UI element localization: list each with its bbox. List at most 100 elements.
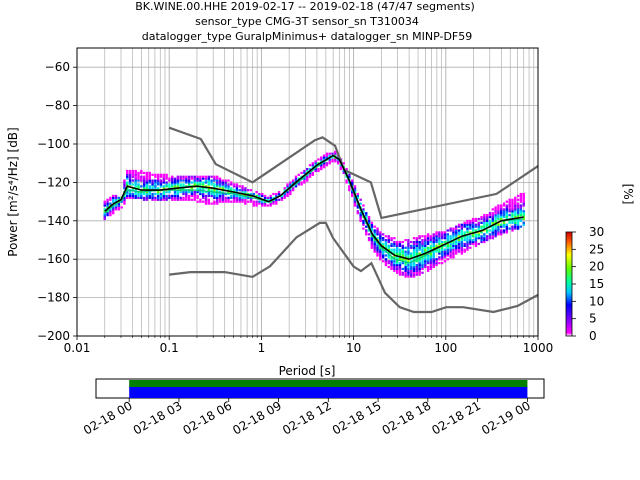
heatmap-cell — [421, 262, 424, 265]
heatmap-cell — [148, 196, 151, 199]
heatmap-cell — [322, 166, 326, 169]
colorbar-tick-label: 5 — [589, 312, 597, 326]
heatmap-cell — [224, 200, 227, 203]
heatmap-cell — [432, 246, 435, 249]
heatmap-cell — [446, 258, 449, 261]
heatmap-cell — [176, 175, 180, 178]
heatmap-cell — [350, 192, 354, 196]
heatmap-cell — [519, 204, 523, 207]
heatmap-cell — [395, 252, 399, 255]
heatmap-cell — [505, 231, 509, 234]
heatmap-cell — [471, 223, 475, 226]
heatmap-cell — [350, 179, 354, 182]
heatmap-cell — [432, 265, 435, 269]
heatmap-cell — [359, 214, 362, 217]
heatmap-cell — [258, 192, 261, 196]
heatmap-cell — [449, 239, 452, 242]
heatmap-cell — [199, 200, 202, 203]
heatmap-cell — [176, 179, 180, 182]
heatmap-cell — [336, 162, 340, 165]
heatmap-cell — [452, 254, 455, 257]
timeline-segment — [129, 386, 528, 398]
heatmap-cell — [418, 262, 421, 265]
heatmap-cell — [173, 192, 177, 196]
heatmap-cell — [216, 196, 219, 199]
heatmap-cell — [246, 192, 250, 196]
heatmap-cell — [488, 237, 492, 240]
heatmap-cell — [381, 254, 385, 257]
heatmap-cell — [457, 246, 461, 249]
heatmap-cell — [342, 171, 345, 174]
heatmap-cell — [145, 179, 149, 182]
heatmap-cell — [227, 185, 230, 188]
heatmap-cell — [235, 198, 239, 201]
heatmap-cell — [165, 191, 168, 194]
heatmap-cell — [227, 183, 230, 186]
heatmap-cell — [387, 256, 390, 259]
heatmap-cell — [387, 248, 390, 251]
heatmap-cell — [156, 175, 160, 178]
heatmap-cell — [134, 183, 137, 186]
heatmap-cell — [460, 242, 464, 246]
heatmap-cell — [165, 198, 168, 201]
heatmap-cell — [395, 250, 399, 253]
heatmap-cell — [516, 202, 520, 205]
heatmap-cell — [227, 187, 230, 190]
heatmap-cell — [398, 267, 402, 270]
heatmap-cell — [432, 252, 435, 255]
heatmap-cell — [455, 229, 458, 232]
heatmap-cell — [193, 196, 196, 199]
heatmap-cell — [457, 240, 461, 244]
heatmap-cell — [412, 252, 416, 255]
heatmap-cell — [367, 221, 371, 224]
heatmap-cell — [218, 200, 222, 203]
heatmap-cell — [410, 252, 413, 255]
heatmap-cell — [491, 215, 494, 219]
heatmap-cell — [238, 194, 241, 198]
heatmap-cell — [474, 217, 478, 221]
heatmap-cell — [134, 171, 137, 174]
heatmap-cell — [207, 192, 210, 196]
heatmap-cell — [491, 221, 494, 224]
heatmap-cell — [339, 164, 343, 167]
heatmap-cell — [373, 242, 376, 246]
heatmap-cell — [187, 181, 191, 184]
heatmap-cell — [376, 248, 379, 251]
heatmap-cell — [384, 263, 388, 267]
y-tick-label: −140 — [37, 214, 70, 228]
heatmap-cell — [522, 196, 525, 199]
heatmap-cell — [404, 271, 407, 274]
heatmap-cell — [148, 192, 151, 196]
heatmap-cell — [404, 258, 407, 261]
colorbar-gradient — [565, 231, 573, 337]
heatmap-cell — [317, 169, 320, 173]
heatmap-cell — [471, 217, 475, 221]
heatmap-cell — [514, 208, 517, 211]
heatmap-cell — [235, 194, 239, 198]
heatmap-cell — [446, 244, 449, 247]
heatmap-cell — [407, 250, 410, 253]
heatmap-cell — [218, 194, 222, 198]
heatmap-cell — [432, 237, 435, 240]
heatmap-cell — [514, 198, 517, 201]
heatmap-cell — [424, 244, 427, 247]
heatmap-cell — [210, 181, 213, 184]
heatmap-cell — [477, 217, 480, 221]
heatmap-cell — [142, 192, 146, 196]
heatmap-cell — [128, 175, 132, 178]
heatmap-cell — [424, 262, 427, 265]
heatmap-cell — [421, 240, 424, 244]
heatmap-cell — [407, 269, 410, 272]
timeline-tick-label: 02-18 18 — [380, 398, 434, 437]
heatmap-cell — [300, 183, 303, 186]
y-tick-label: −80 — [45, 99, 70, 113]
heatmap-cell — [379, 258, 382, 261]
heatmap-cell — [494, 215, 497, 219]
heatmap-cell — [154, 181, 157, 184]
heatmap-cell — [367, 219, 371, 222]
heatmap-cell — [446, 233, 449, 236]
heatmap-cell — [460, 239, 464, 242]
heatmap-cell — [455, 233, 458, 236]
heatmap-cell — [516, 225, 520, 228]
heatmap-cell — [261, 200, 264, 203]
